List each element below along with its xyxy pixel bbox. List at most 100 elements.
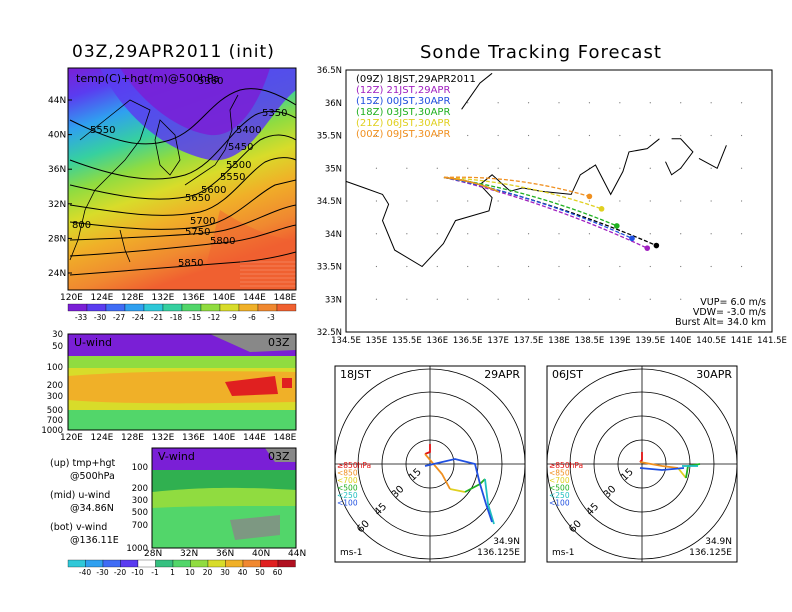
colorbar-swatch — [137, 559, 156, 568]
contour-label: 5850 — [178, 258, 203, 269]
hodo-time: 06JST — [552, 368, 583, 381]
hodo-lat: 34.9N — [493, 537, 520, 547]
grid-dot — [649, 265, 651, 268]
grid-dot — [558, 233, 560, 235]
init-time-title: 03Z,29APR2011 (init) — [72, 42, 275, 62]
track-legend-item: (12Z) 21JST,29APR — [356, 85, 450, 96]
lat-tick: 33.5N — [317, 263, 342, 273]
lon-tick: 148E — [274, 293, 297, 303]
grid-dot — [710, 298, 712, 300]
colorbar-label: 20 — [203, 568, 213, 577]
grid-dot — [649, 167, 651, 169]
level-tick: 50 — [52, 342, 63, 352]
lat-tick: 32N — [48, 200, 66, 210]
grid-dot — [406, 134, 408, 137]
lon-tick: 128E — [121, 433, 144, 443]
grid-dot — [558, 298, 560, 300]
grid-dot — [740, 134, 743, 137]
lat-tick: 34N — [325, 230, 342, 240]
hodo-trace — [424, 458, 493, 523]
colorbar-label: -40 — [79, 568, 91, 577]
grid-dot — [406, 265, 408, 268]
hodo-units: ms-1 — [552, 548, 574, 558]
grid-dot — [619, 298, 621, 300]
track-endpoint — [653, 242, 660, 249]
hodo-legend-item: <850 — [549, 469, 570, 478]
lon-tick: 141.5E — [757, 336, 787, 346]
grid-dot — [740, 200, 743, 202]
colorbar-label: 50 — [255, 568, 265, 577]
colorbar-label: -12 — [208, 313, 220, 322]
colorbar-label: 1 — [170, 568, 175, 577]
contour-5700 — [69, 204, 296, 241]
v-wind-gray — [265, 448, 296, 462]
lon-tick: 132E — [152, 433, 175, 443]
lat-tick: 32.5N — [317, 328, 342, 338]
colorbar-label: -1 — [151, 568, 159, 577]
lon-tick: 124E — [91, 433, 114, 443]
hodo-time: 18JST — [340, 368, 371, 381]
grid-dot — [710, 167, 712, 169]
level-tick: 100 — [47, 363, 63, 373]
lon-tick: 138.5E — [575, 336, 605, 346]
u-wind-low — [68, 410, 296, 430]
colorbar-swatch — [181, 303, 202, 312]
grid-dot — [740, 167, 743, 169]
lat-tick: 32N — [180, 549, 198, 559]
grid-dot — [588, 233, 591, 235]
colorbar-swatch — [143, 303, 164, 312]
lat-tick: 44N — [48, 96, 66, 106]
coast-korea — [154, 119, 181, 176]
grid-dot — [619, 167, 621, 169]
colorbar-swatch — [276, 303, 297, 312]
contour-label: 5650 — [185, 193, 210, 204]
hodo-legend-item: <700 — [337, 476, 358, 485]
contour-5550-a — [69, 88, 296, 145]
grid-dot — [436, 200, 438, 202]
grid-dot — [649, 102, 651, 104]
contour-label: 5800 — [210, 236, 235, 247]
grid-dot — [619, 200, 621, 202]
colorbar-label: -9 — [229, 313, 237, 322]
track-line — [443, 176, 602, 210]
u-wind-label: U-wind — [74, 336, 112, 349]
note-line: (up) tmp+hgt — [50, 458, 116, 469]
grid-dot — [619, 233, 621, 235]
note-line: @500hPa — [70, 471, 115, 482]
track-endpoint — [629, 235, 635, 242]
track-param: Burst Alt= 34.0 km — [675, 317, 766, 328]
colorbar-swatch — [260, 559, 279, 568]
hodo-date: 29APR — [484, 368, 520, 381]
level-tick: 700 — [47, 416, 63, 426]
hodo-trace — [639, 467, 685, 471]
grid-dot — [527, 298, 530, 300]
colorbar-swatch — [105, 303, 126, 312]
lon-tick: 148E — [274, 433, 297, 443]
track-endpoint — [644, 245, 651, 251]
colorbar-swatch — [172, 559, 191, 568]
grid-dot — [375, 102, 378, 104]
v-wind-lat-ticks: 28N 32N 36N 40N 44N — [144, 549, 306, 559]
lon-tick: 140.5E — [696, 336, 726, 346]
hodo-lat: 34.9N — [705, 537, 732, 547]
colorbar-swatch — [257, 303, 278, 312]
level-tick: 30 — [52, 330, 63, 340]
grid-dot — [527, 167, 530, 169]
lat-tick: 35.5N — [317, 132, 342, 142]
colorbar-swatch — [85, 559, 104, 568]
lon-tick: 120E — [60, 293, 83, 303]
level-tick: 300 — [132, 496, 148, 506]
grid-dot — [467, 167, 469, 169]
colorbar-label: -15 — [189, 313, 201, 322]
hodo-trace — [484, 478, 495, 525]
level-tick: 100 — [132, 463, 148, 473]
grid-dot — [710, 200, 712, 202]
coastline-north — [461, 72, 493, 110]
grid-dot — [467, 200, 469, 202]
note-line: (mid) u-wind — [50, 490, 110, 501]
lon-tick: 141E — [731, 336, 753, 346]
grid-dot — [649, 298, 651, 300]
lat-tick: 33N — [325, 295, 342, 305]
